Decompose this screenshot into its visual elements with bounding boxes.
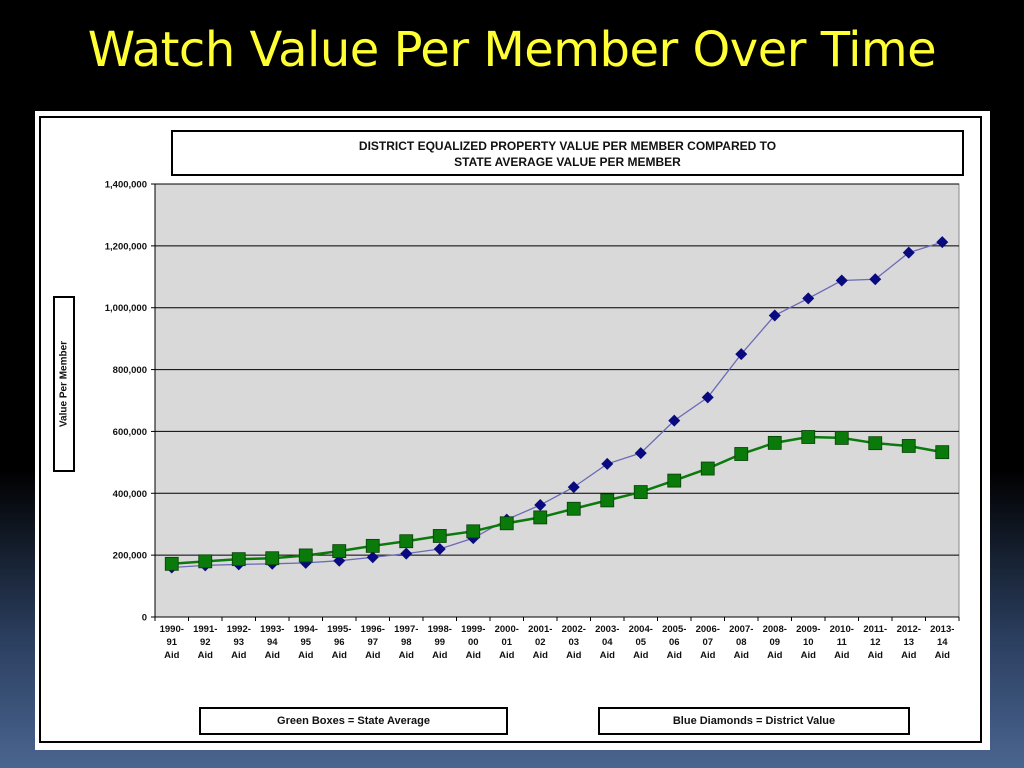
x-tick-label: 2004-05 Aid [629,624,653,661]
x-tick-label: 2008-09 Aid [763,624,787,661]
diamond-marker [701,391,714,404]
legend-state-average: Green Boxes = State Average [199,707,508,735]
square-marker [834,431,849,445]
diamond-marker [768,309,781,322]
diamond-marker [735,348,748,361]
x-tick-label: 2012-13 Aid [897,624,921,661]
x-tick-label: 2010-11 Aid [830,624,854,661]
x-tick-label: 1999-00 Aid [461,624,485,661]
legend-district-value: Blue Diamonds = District Value [598,707,910,735]
diamond-marker [634,447,647,460]
x-tick-label: 2002-03 Aid [562,624,586,661]
square-marker [600,493,615,508]
y-tick-label: 1,000,000 [105,303,147,314]
square-marker [432,529,447,543]
x-tick-label: 1996-97 Aid [361,624,385,661]
square-marker [868,436,883,451]
diamond-marker [567,481,580,494]
diamond-marker [869,273,882,286]
diamond-marker [534,499,547,512]
chart-panel: DISTRICT EQUALIZED PROPERTY VALUE PER ME… [35,111,990,750]
x-tick-label: 1993-94 Aid [260,624,284,661]
square-marker [533,510,548,525]
square-marker [734,447,749,461]
square-marker [801,430,816,444]
x-tick-label: 2013-14 Aid [930,624,954,661]
square-marker [231,552,246,567]
square-marker [935,445,950,460]
x-tick-label: 2007-08 Aid [729,624,753,661]
plot-area [154,183,960,618]
x-tick-label: 1995-96 Aid [327,624,351,661]
x-tick-label: 2001-02 Aid [528,624,552,661]
square-marker [332,544,347,559]
square-marker [667,473,682,488]
x-tick-label: 1998-99 Aid [428,624,452,661]
square-marker [265,551,280,566]
square-marker [566,501,581,516]
square-marker [901,439,916,453]
chart-title-line-2: STATE AVERAGE VALUE PER MEMBER [454,155,681,169]
y-tick-label: 600,000 [113,427,147,438]
square-marker [700,461,715,476]
y-tick-label: 0 [142,613,147,624]
x-tick-label: 1992-93 Aid [227,624,251,661]
diamond-marker [366,551,379,564]
x-tick-label: 2003-04 Aid [595,624,619,661]
diamond-marker [333,554,346,567]
chart-plot: 0 200,000 400,000 600,000 800,000 1,000,000 1,… [105,180,960,661]
square-marker [499,516,514,531]
y-tick-label: 800,000 [113,365,147,376]
slide-title: Watch Value Per Member Over Time [87,22,937,78]
y-tick-label: 400,000 [113,489,147,500]
square-marker [298,548,313,563]
diamond-marker [802,292,815,305]
x-tick-label: 2006-07 Aid [696,624,720,661]
y-axis-label-box: Value Per Member [53,296,75,472]
diamond-marker [835,274,848,287]
x-tick-label: 2011-12 Aid [863,624,887,661]
x-tick-label: 1997-98 Aid [394,624,418,661]
x-tick-label: 2009-10 Aid [796,624,820,661]
chart-title-line-1: DISTRICT EQUALIZED PROPERTY VALUE PER ME… [358,139,777,153]
square-marker [767,435,782,450]
x-tick-label: 2005-06 Aid [662,624,686,661]
diamond-marker [601,457,614,470]
chart-frame: DISTRICT EQUALIZED PROPERTY VALUE PER ME… [39,116,982,743]
square-marker [365,538,380,553]
y-tick-label: 200,000 [113,551,147,562]
diamond-marker [400,547,413,560]
square-marker [466,524,481,539]
chart-title: DISTRICT EQUALIZED PROPERTY VALUE PER ME… [171,130,964,176]
y-tick-label: 1,200,000 [105,241,147,252]
diamond-marker [668,414,681,427]
square-marker [633,485,648,499]
x-tick-label: 1994-95 Aid [294,624,318,661]
x-tick-label: 1991-92 Aid [193,624,217,661]
x-tick-label: 1990-91 Aid [160,624,184,661]
y-tick-label: 1,400,000 [105,180,147,191]
square-marker [399,534,414,549]
x-tick-label: 2000-01 Aid [495,624,519,661]
diamond-marker [936,236,949,249]
diamond-marker [902,246,915,259]
square-marker [164,556,179,571]
square-marker [198,554,213,569]
diamond-marker [433,542,446,555]
